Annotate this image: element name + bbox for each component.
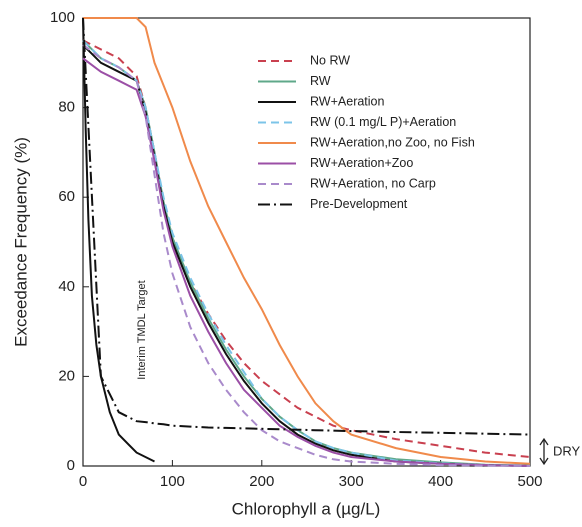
dry-label: DRY: [553, 443, 581, 458]
y-tick-label: 20: [58, 367, 75, 384]
series-line: [82, 39, 531, 467]
y-axis-label: Exceedance Frequency (%): [11, 137, 30, 347]
series-line: [82, 44, 531, 467]
y-tick-label: 100: [50, 9, 75, 26]
legend-label: No RW: [310, 53, 350, 67]
legend-label: RW+Aeration+Zoo: [310, 156, 413, 170]
y-tick-label: 80: [58, 99, 75, 116]
y-tick-label: 60: [58, 188, 75, 205]
legend-label: Pre-Development: [310, 197, 408, 211]
target-curve: [82, 17, 155, 463]
x-tick-label: 200: [249, 473, 274, 490]
x-tick-label: 300: [339, 473, 364, 490]
y-tick-label: 40: [58, 278, 75, 295]
series-line: [82, 17, 531, 436]
x-tick-label: 400: [428, 473, 453, 490]
series-line: [83, 17, 531, 465]
legend-label: RW (0.1 mg/L P)+Aeration: [310, 115, 456, 129]
x-tick-label: 500: [517, 473, 542, 490]
legend-label: RW+Aeration,no Zoo, no Fish: [310, 135, 475, 149]
series-line: [82, 44, 531, 467]
dry-arrowheads: [539, 437, 549, 466]
x-axis-label: Chlorophyll a (µg/L): [232, 499, 381, 518]
target-label: Interim TMDL Target: [136, 280, 148, 379]
x-tick-label: 0: [79, 473, 87, 490]
series-line: [82, 39, 531, 458]
legend-label: RW+Aeration: [310, 94, 385, 108]
series-line: [82, 39, 531, 467]
plot-frame: [82, 17, 531, 467]
series-line: [82, 57, 531, 467]
x-tick-label: 100: [160, 473, 185, 490]
y-tick-label: 0: [67, 457, 75, 474]
legend-label: RW+Aeration, no Carp: [310, 176, 436, 190]
legend-label: RW: [310, 74, 331, 88]
